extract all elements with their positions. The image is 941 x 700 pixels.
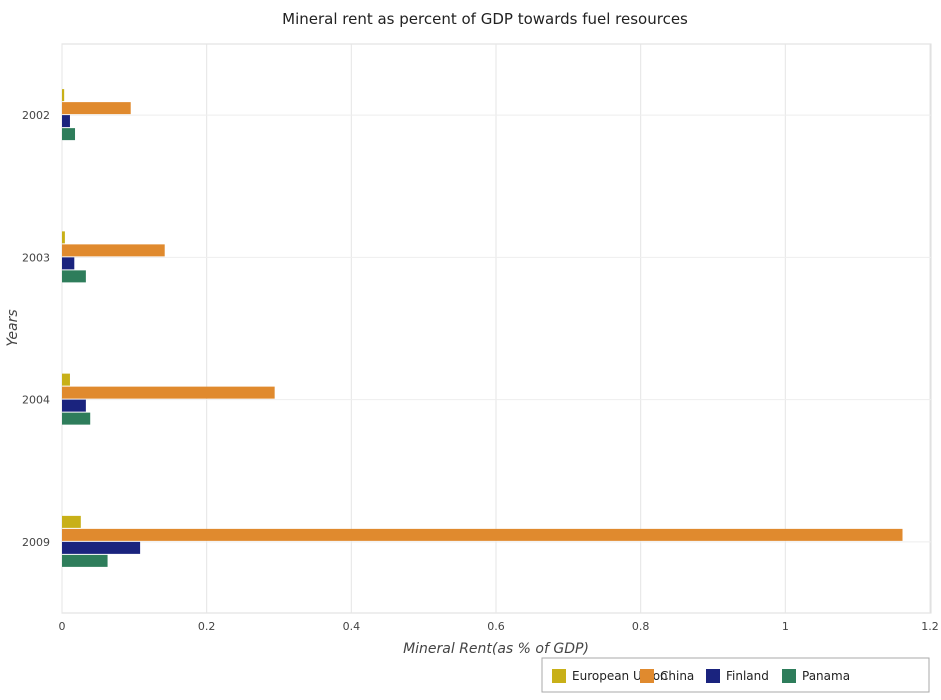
bar-finland-2002 [62, 115, 70, 128]
bar-european-union-2003 [62, 231, 65, 244]
x-tick-label: 0.2 [198, 620, 216, 633]
x-tick-label: 1.2 [921, 620, 939, 633]
y-axis-title: Years [5, 309, 21, 346]
y-tick-label: 2002 [22, 109, 50, 122]
bar-european-union-2004 [62, 373, 70, 386]
legend-swatch [552, 669, 566, 683]
bar-finland-2009 [62, 541, 141, 554]
bar-china-2002 [62, 102, 131, 115]
bar-finland-2003 [62, 257, 75, 270]
y-tick-label: 2003 [22, 251, 50, 264]
legend-label: Finland [726, 669, 769, 683]
bar-european-union-2002 [62, 89, 65, 102]
legend-box [541, 657, 930, 693]
legend-swatch [706, 669, 720, 683]
chart-title: Mineral rent as percent of GDP towards f… [282, 10, 688, 28]
legend-label: Panama [802, 669, 850, 683]
x-tick-label: 0.8 [632, 620, 650, 633]
y-ticks: 2002 2003 2004 2009 [22, 109, 50, 549]
x-tick-label: 0 [59, 620, 66, 633]
bar-finland-2004 [62, 399, 86, 412]
legend-label: China [660, 669, 694, 683]
bar-panama-2009 [62, 554, 108, 567]
bar-china-2004 [62, 386, 275, 399]
x-tick-label: 0.4 [343, 620, 361, 633]
bar-china-2009 [62, 528, 903, 541]
bar-panama-2003 [62, 270, 86, 283]
y-tick-label: 2009 [22, 536, 50, 549]
x-axis-title: Mineral Rent(as % of GDP) [403, 641, 589, 657]
legend-swatch [640, 669, 654, 683]
x-tick-label: 1 [782, 620, 789, 633]
legend-swatch [782, 669, 796, 683]
y-tick-label: 2004 [22, 394, 50, 407]
bar-panama-2004 [62, 412, 91, 425]
bar-panama-2002 [62, 128, 76, 141]
bar-china-2003 [62, 244, 165, 257]
plot-area: 0 0.2 0.4 0.6 0.8 1 1.2 2002 2003 2004 2009 [22, 43, 939, 633]
x-ticks: 0 0.2 0.4 0.6 0.8 1 1.2 [59, 620, 939, 633]
bar-european-union-2009 [62, 515, 81, 528]
bars-group [62, 89, 903, 567]
x-tick-label: 0.6 [487, 620, 505, 633]
